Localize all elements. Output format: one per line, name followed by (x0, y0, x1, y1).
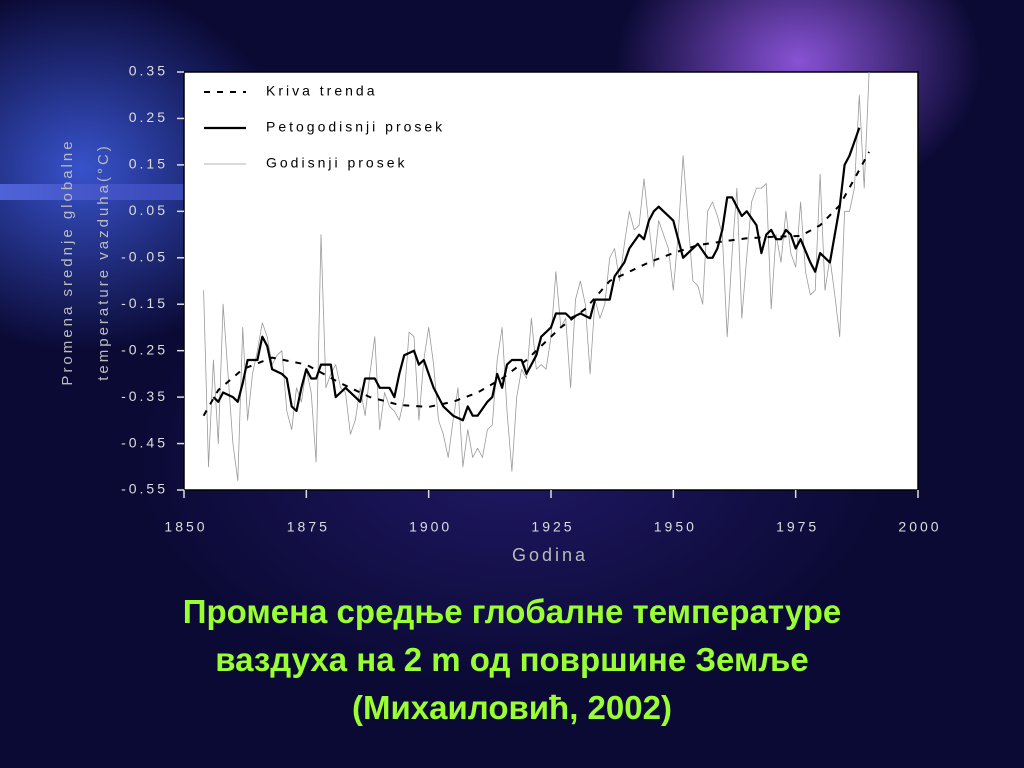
decor-band (0, 184, 184, 200)
y-tick-label: -0.35 (121, 388, 168, 404)
y-tick-label: -0.25 (121, 341, 168, 357)
y-tick-label: 0.05 (129, 202, 168, 218)
y-tick-label: -0.55 (121, 481, 168, 497)
x-tick-label: 1925 (531, 519, 574, 535)
y-tick-label: -0.05 (121, 248, 168, 264)
series-line (212, 127, 861, 422)
series-line (203, 71, 870, 482)
x-tick-label: 1875 (287, 519, 330, 535)
y-axis-label: temperature vazduha(°C) (95, 143, 112, 381)
chart: Godina Promena srednje globalne temperat… (59, 63, 941, 565)
x-tick-label: 1900 (409, 519, 452, 535)
caption-line: Промена средње глобалне температуре (182, 593, 842, 630)
x-tick-label: 1950 (654, 519, 697, 535)
x-axis-label: Godina (512, 545, 588, 565)
legend-label: Kriva trenda (266, 83, 377, 99)
legend-label: Petogodisnji prosek (266, 119, 445, 135)
x-tick-label: 1975 (776, 519, 819, 535)
y-tick-label: 0.15 (129, 156, 168, 172)
x-tick-label: 2000 (898, 519, 941, 535)
caption: Промена средње глобалне температуре вазд… (0, 588, 1024, 732)
legend-label: Godisnji prosek (266, 155, 408, 171)
y-tick-label: -0.45 (121, 434, 168, 450)
plot-area (183, 71, 919, 491)
y-tick-label: 0.35 (129, 63, 168, 79)
x-tick-label: 1850 (164, 519, 207, 535)
y-tick-label: -0.15 (121, 295, 168, 311)
caption-line: (Михаиловић, 2002) (352, 689, 672, 726)
caption-line: ваздуха на 2 m од површине Земље (215, 641, 809, 678)
y-axis-label: Promena srednje globalne (59, 138, 76, 385)
y-tick-label: 0.25 (129, 109, 168, 125)
